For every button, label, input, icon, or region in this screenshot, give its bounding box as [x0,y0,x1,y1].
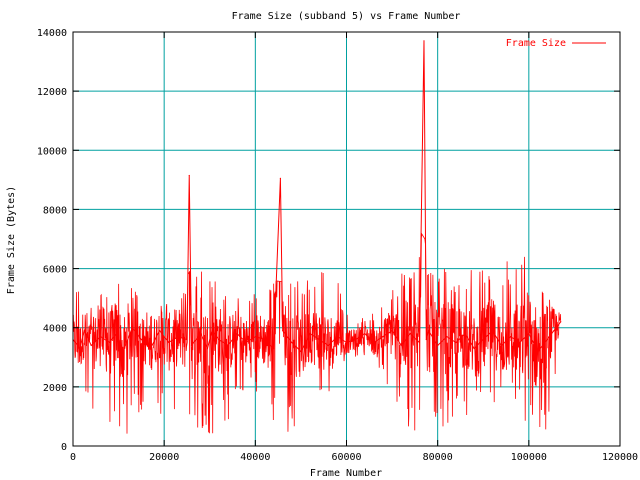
x-tick-label: 0 [70,452,76,463]
frame-size-point [364,333,366,335]
series-layer [72,40,562,353]
x-tick-label: 80000 [423,452,453,463]
y-tick-label: 4000 [43,324,67,335]
x-tick-label: 40000 [240,452,270,463]
x-axis-label: Frame Number [310,468,382,479]
y-tick-label: 0 [61,442,67,453]
grid [73,32,620,446]
frame-size-band [72,232,562,434]
y-tick-label: 14000 [37,28,67,39]
frame-size-point [200,333,202,335]
frame-size-point [279,177,281,179]
frame-size-point [188,174,190,177]
frame-size-point [437,344,439,347]
frame-size-point [159,330,161,332]
frame-size-point [282,330,284,332]
frame-size-point [309,333,311,335]
frame-size-point [500,344,503,347]
frame-size-point [355,338,357,341]
frame-size-point [336,335,338,338]
x-tick-label: 120000 [602,452,638,463]
chart-title: Frame Size (subband 5) vs Frame Number [232,11,461,22]
frame-size-point [206,347,209,350]
frame-size-series-line [72,40,562,353]
frame-size-point [537,350,539,352]
frame-size-point [168,341,170,344]
frame-size-point [327,344,329,347]
frame-size-point [473,347,475,350]
frame-size-point [122,350,124,352]
frame-size-point [491,330,493,332]
frame-size-point [149,347,152,350]
frame-size-oscillation [72,232,562,434]
frame-size-point [409,333,411,335]
frame-size-point [318,338,320,341]
frame-size-point [90,344,92,347]
frame-size-point [236,333,238,335]
legend-label: Frame Size [506,38,566,49]
frame-size-point [455,341,457,344]
frame-size-point [373,341,375,344]
frame-size-point [263,338,266,341]
frame-size-point [186,338,188,341]
y-axis-label: Frame Size (Bytes) [6,186,17,294]
frame-size-point [427,330,430,332]
y-tick-label: 6000 [43,265,67,276]
frame-size-point [464,333,466,335]
frame-size-point [446,335,448,338]
frame-size-point [418,341,421,344]
y-tick-label: 10000 [37,146,67,157]
y-tick-label: 2000 [43,383,67,394]
x-tick-label: 100000 [511,452,547,463]
frame-size-point [291,341,293,344]
legend: Frame Size [506,38,606,49]
frame-size-point [245,341,247,344]
frame-size-point [108,341,111,344]
frame-size-point [190,344,193,347]
frame-size-point [211,330,213,332]
frame-size-point [345,341,348,344]
frame-size-point [227,344,229,347]
frame-size-point [510,335,512,338]
frame-size-point [83,330,85,332]
frame-size-point [300,350,302,352]
frame-size-point [519,341,521,344]
frame-size-point [425,338,427,341]
x-tick-label: 60000 [331,452,361,463]
frame-size-point [553,330,555,332]
frame-size-point [115,333,117,335]
frame-size-point [382,335,384,338]
frame-size-point [131,327,133,329]
frame-size-point [400,344,402,347]
frame-size-point [140,338,142,341]
frame-size-point [423,40,425,42]
frame-size-point [528,333,530,335]
frame-size-point [218,338,220,341]
frame-size-point [391,330,393,332]
y-tick-label: 8000 [43,205,67,216]
frame-size-point [254,335,256,338]
frame-size-point [560,321,562,323]
x-tick-label: 20000 [149,452,179,463]
frame-size-point [79,347,81,350]
frame-size-point [99,335,101,338]
axis-ticks: 0 20000 40000 60000 80000 100000 120000 0 2000 40… [37,28,638,463]
frame-size-point [482,338,484,341]
frame-size-point [177,335,179,338]
frame-size-point [272,347,275,350]
y-tick-label: 12000 [37,87,67,98]
frame-size-point [546,338,548,341]
